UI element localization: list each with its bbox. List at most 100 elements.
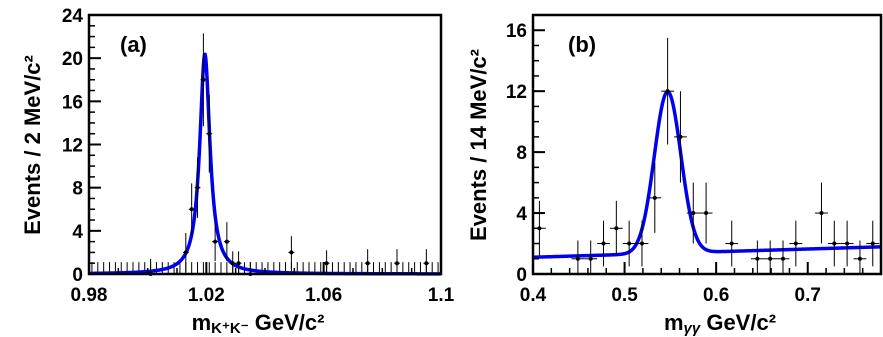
panel-b-x-title-unit: GeV/c² — [700, 310, 776, 335]
data-point — [323, 250, 330, 274]
panel-b-x-axis-title: mγγ GeV/c² — [664, 310, 776, 337]
data-point — [206, 94, 213, 173]
data-marker — [601, 241, 606, 246]
panel-a-x-title-sub: K⁺K⁻ — [211, 320, 249, 337]
data-marker — [183, 250, 188, 255]
data-point — [188, 183, 195, 236]
panel-a-y-tick-labels: 0 4 8 12 16 20 24 — [62, 6, 84, 286]
data-point — [661, 37, 675, 145]
panel-b-y-tick-labels: 0 4 8 12 16 — [506, 21, 528, 286]
data-point — [364, 249, 371, 274]
panel-a-x-title-main: m — [192, 310, 212, 335]
x-tick-label: 0.4 — [520, 285, 547, 306]
panel-a-fit-line — [87, 52, 443, 276]
panel-a-y-axis-title: Events / 2 MeV/c² — [20, 55, 45, 235]
data-marker — [665, 89, 670, 94]
panel-b-x-title-sub: γγ — [684, 320, 702, 337]
y-tick-label: 8 — [72, 179, 83, 200]
data-point — [229, 251, 236, 274]
data-marker — [639, 241, 644, 246]
data-marker — [224, 239, 229, 244]
data-point — [789, 220, 803, 267]
data-marker — [289, 250, 294, 255]
data-marker — [729, 241, 734, 246]
data-point — [584, 240, 598, 274]
x-tick-label: 0.98 — [71, 285, 108, 306]
data-marker — [857, 256, 862, 261]
data-point — [648, 162, 662, 233]
y-tick-label: 4 — [516, 204, 527, 225]
data-point — [288, 236, 295, 269]
y-tick-label: 0 — [516, 265, 527, 286]
data-point — [597, 220, 610, 267]
data-point — [182, 232, 189, 272]
data-marker — [395, 261, 399, 266]
data-point — [394, 249, 400, 274]
data-marker — [324, 261, 329, 266]
data-point — [223, 222, 230, 262]
y-tick-label: 20 — [62, 49, 83, 70]
data-marker — [588, 256, 593, 261]
data-marker — [201, 77, 206, 82]
data-point — [699, 182, 713, 244]
data-point — [194, 157, 201, 218]
panel-a: 0 4 8 12 16 20 24 0.98 1.02 1.06 1.1 (a) Events /… — [20, 6, 455, 337]
data-marker — [207, 131, 212, 136]
data-point — [674, 91, 687, 183]
data-marker — [678, 134, 683, 139]
data-marker — [819, 211, 824, 216]
data-point — [776, 240, 790, 274]
data-point — [686, 182, 700, 244]
data-marker — [627, 241, 632, 246]
panel-b: 0 4 8 12 16 0.4 0.5 0.6 0.7 (b) Events / 14 MeV… — [466, 13, 883, 337]
x-tick-label: 0.6 — [703, 285, 729, 306]
panel-b-fit-curve — [531, 89, 883, 259]
data-point — [622, 220, 636, 267]
data-marker — [793, 241, 798, 246]
data-marker — [614, 226, 619, 231]
data-point — [840, 220, 854, 267]
data-point — [853, 240, 867, 274]
y-tick-label: 24 — [62, 6, 84, 27]
data-marker — [537, 226, 542, 231]
data-marker — [691, 211, 696, 216]
data-point — [725, 220, 739, 267]
data-point — [827, 220, 841, 267]
panel-b-x-title-main: m — [664, 310, 684, 335]
x-tick-label: 1.1 — [428, 285, 455, 306]
x-tick-label: 1.06 — [305, 285, 342, 306]
y-tick-label: 12 — [506, 82, 527, 103]
panel-b-label: (b) — [568, 32, 596, 57]
panel-b-y-axis-title: Events / 14 MeV/c² — [466, 49, 491, 241]
x-tick-label: 0.5 — [611, 285, 638, 306]
data-marker — [236, 261, 241, 266]
data-marker — [755, 256, 760, 261]
panel-b-x-tick-labels: 0.4 0.5 0.6 0.7 — [520, 285, 821, 306]
y-tick-label: 16 — [62, 92, 83, 113]
data-point — [763, 240, 777, 274]
y-tick-label: 0 — [72, 265, 83, 286]
panel-a-x-axis-title: mK⁺K⁻ GeV/c² — [192, 310, 325, 337]
data-marker — [230, 261, 235, 266]
panel-b-frame — [531, 13, 883, 276]
data-marker — [845, 241, 850, 246]
data-marker — [768, 256, 773, 261]
data-marker — [781, 256, 786, 261]
data-marker — [652, 195, 657, 200]
x-tick-label: 0.7 — [795, 285, 821, 306]
data-point — [815, 182, 828, 244]
data-marker — [575, 256, 580, 261]
x-tick-label: 1.02 — [188, 285, 225, 306]
data-marker — [424, 261, 429, 266]
y-tick-label: 12 — [62, 136, 83, 157]
data-marker — [213, 239, 218, 244]
panel-a-ticks — [88, 14, 442, 275]
data-marker — [870, 241, 875, 246]
panel-b-ticks — [532, 14, 882, 275]
data-marker — [704, 211, 709, 216]
data-point — [423, 249, 430, 274]
data-point — [200, 33, 207, 127]
data-marker — [189, 207, 194, 212]
panel-a-x-tick-labels: 0.98 1.02 1.06 1.1 — [71, 285, 455, 306]
